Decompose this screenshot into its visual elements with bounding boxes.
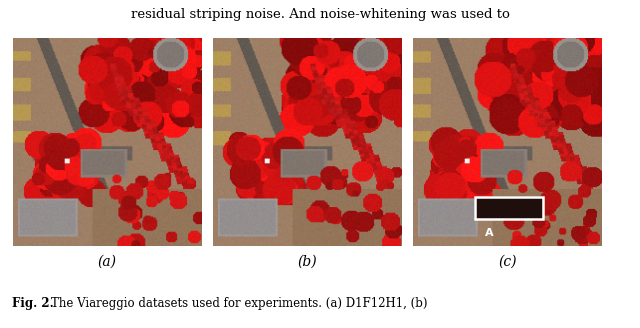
Text: residual striping noise. And noise-whitening was used to: residual striping noise. And noise-white… [131, 8, 509, 21]
Text: Fig. 2.: Fig. 2. [12, 297, 58, 310]
Bar [475, 197, 543, 219]
Text: A: A [484, 228, 493, 238]
Text: (c): (c) [499, 254, 517, 268]
Text: The Viareggio datasets used for experiments. (a) D1F12H1, (b): The Viareggio datasets used for experime… [51, 297, 428, 310]
Text: (b): (b) [298, 254, 317, 268]
Text: (a): (a) [98, 254, 116, 268]
